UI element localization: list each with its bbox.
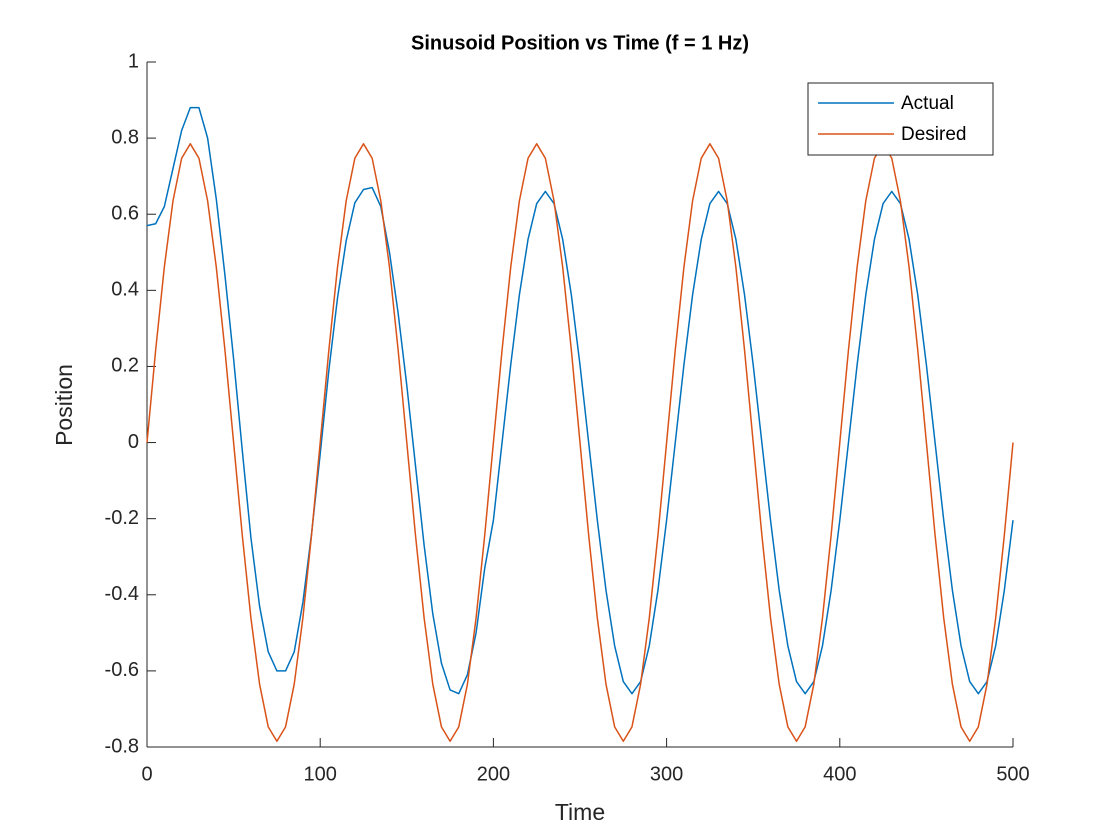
x-tick-label: 0 xyxy=(141,763,152,785)
x-tick-label: 200 xyxy=(477,763,510,785)
x-tick-label: 100 xyxy=(304,763,337,785)
y-tick-label: 0 xyxy=(128,431,139,453)
line-series xyxy=(146,143,1014,743)
line-series xyxy=(146,106,1014,695)
y-tick-label: 1 xyxy=(128,50,139,72)
y-axis-label: Position xyxy=(51,364,77,446)
y-tick-label: -0.8 xyxy=(105,735,139,757)
y-tick-label: 0.8 xyxy=(111,126,139,148)
y-tick-label: -0.6 xyxy=(105,659,139,681)
legend-box xyxy=(807,82,994,156)
x-tick-label: 300 xyxy=(650,763,683,785)
chart-title: Sinusoid Position vs Time (f = 1 Hz) xyxy=(411,32,749,54)
x-axis-label: Time xyxy=(555,799,605,825)
legend-label: Desired xyxy=(901,124,966,145)
legend-label: Actual xyxy=(901,93,954,114)
y-tick-label: -0.2 xyxy=(105,507,139,529)
x-tick-label: 500 xyxy=(996,763,1029,785)
y-tick-label: 0.2 xyxy=(111,355,139,377)
y-tick-label: 0.4 xyxy=(111,279,139,301)
y-tick-label: 0.6 xyxy=(111,203,139,225)
y-tick-label: -0.4 xyxy=(105,583,139,605)
x-tick-label: 400 xyxy=(823,763,856,785)
